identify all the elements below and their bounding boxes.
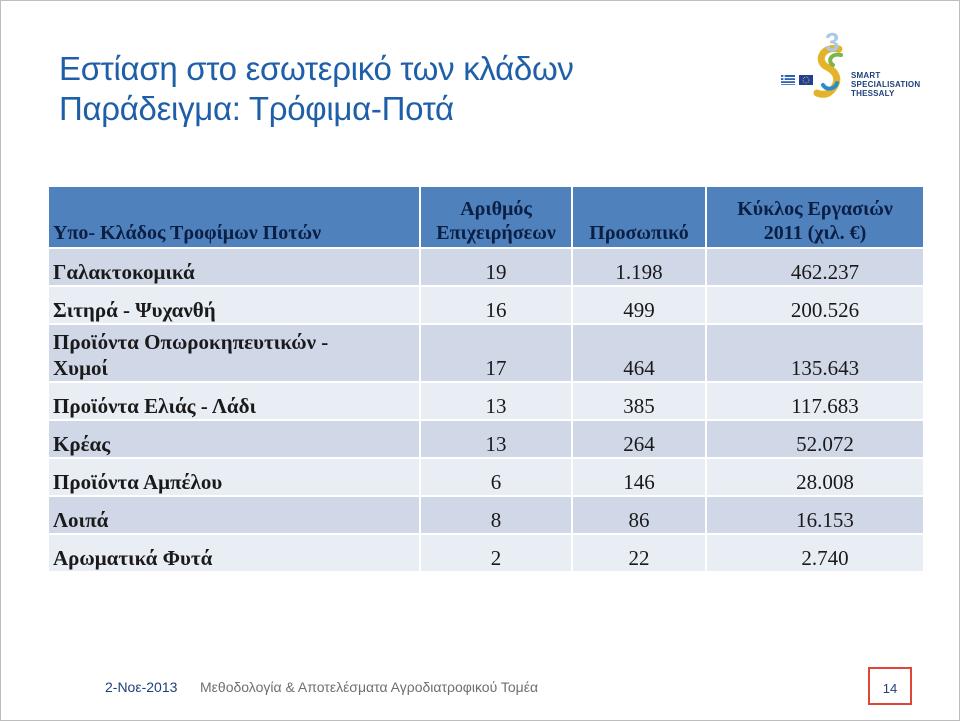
firms-count: 13 — [421, 381, 573, 419]
staff-count: 86 — [573, 495, 707, 533]
staff-count: 146 — [573, 457, 707, 495]
table-row: Αρωματικά Φυτά 2 22 2.740 — [49, 533, 923, 571]
firms-count: 8 — [421, 495, 573, 533]
firms-count: 16 — [421, 285, 573, 323]
staff-count: 1.198 — [573, 247, 707, 285]
subsector-name: Σιτηρά - Ψυχανθή — [49, 285, 421, 323]
title-line-1: Εστίαση στο εσωτερικό των κλάδων — [59, 50, 574, 87]
table-row: Προϊόντα Αμπέλου 6 146 28.008 — [49, 457, 923, 495]
smart-specialisation-logo: 3 SMART SPECIALISATION THESSALY — [779, 31, 929, 101]
s-swirl-icon — [813, 44, 843, 98]
eu-flag-icon — [799, 75, 813, 85]
title-line-2: Παράδειγμα: Τρόφιμα-Ποτά — [59, 90, 454, 127]
staff-count: 264 — [573, 419, 707, 457]
staff-count: 22 — [573, 533, 707, 571]
header-subsector: Υπο- Κλάδος Τροφίμων Ποτών — [49, 187, 421, 247]
turnover-value: 28.008 — [707, 457, 923, 495]
header-staff: Προσωπικό — [573, 187, 707, 247]
subsector-name: Προϊόντα Οπωροκηπευτικών - Χυμοί — [49, 323, 421, 381]
table-row: Κρέας 13 264 52.072 — [49, 419, 923, 457]
firms-count: 17 — [421, 323, 573, 381]
subsector-name: Γαλακτοκομικά — [49, 247, 421, 285]
logo-text: SMART SPECIALISATION THESSALY — [851, 71, 921, 98]
header-firms: Αριθμός Επιχειρήσεων — [421, 187, 573, 247]
subsector-name: Προϊόντα Ελιάς - Λάδι — [49, 381, 421, 419]
logo-number: 3 — [825, 31, 839, 57]
firms-count: 13 — [421, 419, 573, 457]
firms-count: 6 — [421, 457, 573, 495]
table-row: Γαλακτοκομικά 19 1.198 462.237 — [49, 247, 923, 285]
turnover-value: 52.072 — [707, 419, 923, 457]
table-header-row: Υπο- Κλάδος Τροφίμων Ποτών Αριθμός Επιχε… — [49, 187, 923, 247]
page-number: 14 — [882, 681, 898, 696]
firms-count: 2 — [421, 533, 573, 571]
turnover-value: 117.683 — [707, 381, 923, 419]
subsector-name: Λοιπά — [49, 495, 421, 533]
subsector-name: Αρωματικά Φυτά — [49, 533, 421, 571]
turnover-value: 135.643 — [707, 323, 923, 381]
firms-count: 19 — [421, 247, 573, 285]
turnover-value: 2.740 — [707, 533, 923, 571]
staff-count: 385 — [573, 381, 707, 419]
turnover-value: 16.153 — [707, 495, 923, 533]
staff-count: 464 — [573, 323, 707, 381]
table-row: Προϊόντα Ελιάς - Λάδι 13 385 117.683 — [49, 381, 923, 419]
header-turnover: Κύκλος Εργασιών 2011 (χιλ. €) — [707, 187, 923, 247]
subsector-name: Κρέας — [49, 419, 421, 457]
page-number-box: 14 — [868, 667, 912, 705]
greek-flag-icon — [781, 75, 795, 85]
turnover-value: 200.526 — [707, 285, 923, 323]
logo-graphic: 3 — [781, 31, 843, 98]
turnover-value: 462.237 — [707, 247, 923, 285]
footer-text: Μεθοδολογία & Αποτελέσματα Αγροδιατροφικ… — [200, 679, 539, 695]
food-beverage-subsectors-table: Υπο- Κλάδος Τροφίμων Ποτών Αριθμός Επιχε… — [49, 187, 923, 571]
footer-date: 2-Νοε-2013 — [105, 679, 178, 695]
table-row: Λοιπά 8 86 16.153 — [49, 495, 923, 533]
staff-count: 499 — [573, 285, 707, 323]
slide-title: Εστίαση στο εσωτερικό των κλάδων Παράδει… — [59, 49, 574, 129]
subsector-name: Προϊόντα Αμπέλου — [49, 457, 421, 495]
table-row: Προϊόντα Οπωροκηπευτικών - Χυμοί 17 464 … — [49, 323, 923, 381]
table-row: Σιτηρά - Ψυχανθή 16 499 200.526 — [49, 285, 923, 323]
